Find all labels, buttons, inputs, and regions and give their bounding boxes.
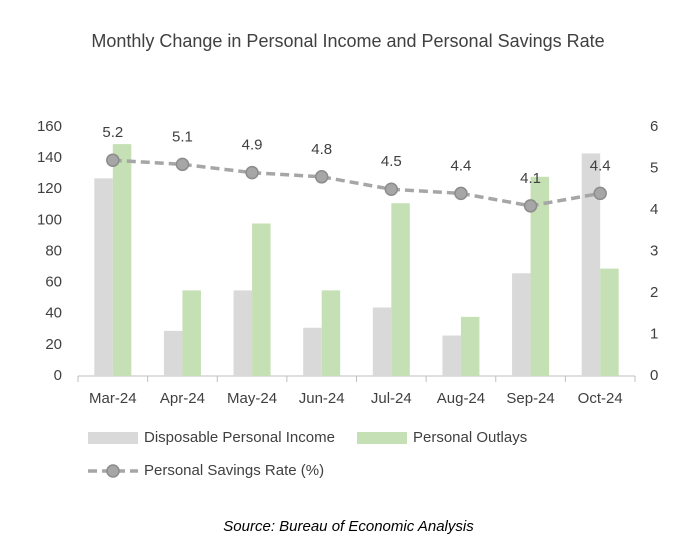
bar [303,327,322,376]
y2-tick-label: 0 [650,367,658,384]
x-tick-label: Jul-24 [371,390,412,407]
bar [182,290,201,376]
bar [460,316,480,376]
y2-tick-label: 2 [650,284,658,301]
line-marker [106,153,120,167]
line-marker [245,165,259,180]
y-tick-label: 140 [37,149,62,166]
y2-tick-label: 6 [650,118,658,135]
line-marker [454,186,468,201]
legend-swatch [88,432,138,444]
y2-tick-label: 1 [650,325,658,342]
bar [581,153,601,376]
bar [372,307,392,376]
x-tick-label: Apr-24 [160,390,205,407]
legend-label: Disposable Personal Income [144,429,335,446]
y-tick-label: 0 [54,367,62,384]
data-label: 4.8 [311,141,332,158]
y-tick-label: 160 [37,118,62,135]
data-label: 4.4 [590,157,611,174]
bar [512,273,531,376]
y-tick-label: 80 [45,242,62,259]
x-tick-label: Sep-24 [506,390,554,407]
x-tick-label: Aug-24 [437,390,485,407]
legend-label: Personal Savings Rate (%) [144,462,324,479]
x-tick-label: Oct-24 [578,390,623,407]
data-label: 5.1 [172,128,193,145]
bar [163,330,183,376]
data-label: 4.9 [242,137,263,154]
line [112,158,601,208]
line-marker [523,199,538,213]
x-tick-label: May-24 [227,390,277,407]
x-tick-label: Jun-24 [299,390,345,407]
line-marker [384,182,399,196]
y2-tick-label: 3 [650,242,658,259]
data-label: 5.2 [102,124,123,141]
bar [600,268,619,376]
y-tick-label: 20 [45,336,62,353]
data-label: 4.5 [381,153,402,170]
source-note: Source: Bureau of Economic Analysis [223,518,474,535]
bar [442,335,461,376]
line-marker [175,157,190,172]
y-tick-label: 100 [37,211,62,228]
chart-title: Monthly Change in Personal Income and Pe… [91,31,605,51]
bar [321,290,341,376]
legend-swatch [357,432,407,444]
x-tick-label: Mar-24 [89,390,137,407]
bar [530,176,550,376]
legend-label: Personal Outlays [413,429,527,446]
data-label: 4.4 [451,157,472,174]
data-label: 4.1 [520,170,541,187]
bar [233,290,253,376]
y-tick-label: 120 [37,180,62,197]
bar [112,144,132,376]
y2-tick-label: 4 [650,201,658,218]
y-tick-label: 60 [45,274,62,291]
legend-marker [106,464,120,478]
y-tick-label: 40 [45,305,62,322]
line-marker [593,186,607,201]
bar [94,178,113,376]
bar [252,223,271,376]
line-marker [314,170,329,184]
y2-tick-label: 5 [650,159,658,176]
bar [391,203,410,376]
